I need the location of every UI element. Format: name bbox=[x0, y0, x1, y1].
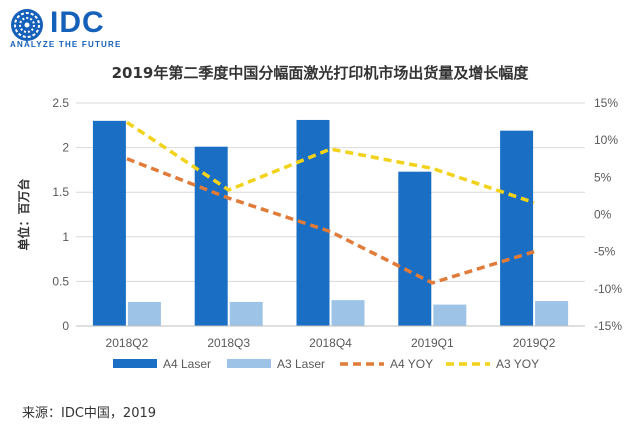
y2-tick-label: -10% bbox=[594, 282, 622, 296]
y-tick-label: 1.5 bbox=[52, 185, 69, 199]
logo-name: IDC bbox=[50, 6, 105, 39]
y-tick-label: 2 bbox=[62, 141, 69, 155]
bar-a3-laser bbox=[229, 301, 263, 326]
y-tick-label: 0.5 bbox=[52, 274, 69, 288]
source-note: 来源：IDC中国，2019 bbox=[22, 406, 157, 421]
y2-tick-label: 15% bbox=[594, 96, 618, 110]
y-tick-label: 0 bbox=[62, 319, 69, 333]
x-tick-label: 2019Q2 bbox=[513, 336, 556, 350]
x-tick-label: 2018Q2 bbox=[106, 336, 149, 350]
legend-label: A4 YOY bbox=[390, 357, 433, 371]
x-tick-label: 2018Q4 bbox=[309, 336, 352, 350]
bar-a4-laser bbox=[500, 130, 534, 326]
y2-tick-label: 0% bbox=[594, 208, 612, 222]
line-a4-yoy bbox=[126, 157, 535, 285]
y2-tick-label: -15% bbox=[594, 319, 622, 333]
bar-a3-laser bbox=[535, 301, 569, 326]
y2-tick-label: 5% bbox=[594, 170, 612, 184]
y2-tick-label: -5% bbox=[594, 245, 616, 259]
logo-tagline: ANALYZE THE FUTURE bbox=[10, 40, 122, 49]
legend-swatch bbox=[227, 359, 271, 368]
bar-a4-laser bbox=[398, 171, 432, 326]
y-tick-label: 1 bbox=[62, 230, 69, 244]
legend-label: A3 Laser bbox=[277, 357, 325, 371]
idc-logo: IDC ANALYZE THE FUTURE bbox=[8, 6, 168, 49]
line-a3-yoy bbox=[125, 120, 535, 205]
chart-title: 2019年第二季度中国分幅面激光打印机市场出货量及增长幅度 bbox=[112, 64, 530, 82]
bar-a4-laser bbox=[92, 120, 126, 326]
bar-a3-laser bbox=[127, 301, 161, 326]
legend-label: A4 Laser bbox=[163, 357, 211, 371]
legend-label: A3 YOY bbox=[496, 357, 539, 371]
x-tick-label: 2019Q1 bbox=[411, 336, 454, 350]
y2-tick-label: 10% bbox=[594, 133, 618, 147]
bar-a4-laser bbox=[194, 146, 228, 326]
legend-swatch bbox=[113, 359, 157, 368]
bar-a3-laser bbox=[331, 300, 365, 326]
y-tick-label: 2.5 bbox=[52, 96, 69, 110]
x-tick-label: 2018Q3 bbox=[207, 336, 250, 350]
y-axis-label: 单位：百万台 bbox=[16, 178, 31, 250]
idc-globe-icon bbox=[11, 9, 43, 41]
bar-a3-laser bbox=[433, 304, 467, 326]
